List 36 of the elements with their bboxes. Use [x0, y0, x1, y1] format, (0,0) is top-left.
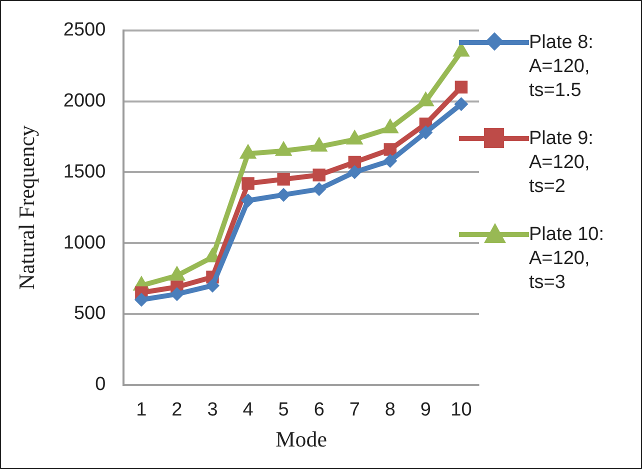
point [383, 154, 398, 168]
point [241, 194, 256, 208]
legend-label: Plate 10: A=120, ts=3 [529, 223, 605, 295]
y-tick-label: 1500 [63, 161, 106, 182]
point [134, 292, 148, 307]
point [384, 143, 397, 156]
y-axis-title: Natural Frequency [14, 125, 39, 290]
x-tick-label: 9 [420, 399, 431, 420]
legend-label: Plate 8: A=120, ts=1.5 [529, 31, 594, 103]
point [170, 287, 184, 302]
point [277, 172, 290, 186]
point [454, 80, 468, 94]
point [276, 188, 291, 202]
point [418, 125, 433, 140]
y-tick-label: 0 [95, 374, 106, 396]
x-tick-label: 3 [207, 399, 218, 420]
point [348, 165, 362, 180]
x-tick-label: 2 [172, 399, 182, 420]
x-tick-label: 8 [384, 399, 396, 420]
x-tick-label: 1 [136, 399, 147, 420]
legend-label: Plate 9: A=120, ts=2 [529, 127, 594, 199]
point [312, 182, 326, 196]
point [206, 278, 220, 293]
x-tick-label: 4 [242, 399, 254, 420]
x-tick-label: 5 [278, 399, 289, 420]
y-tick-label: 1000 [63, 232, 106, 254]
y-tick-label: 2500 [63, 20, 106, 41]
x-axis-title: Mode [276, 426, 327, 452]
y-tick-label: 2000 [63, 90, 106, 112]
point [454, 97, 468, 112]
x-tick-label: 6 [314, 399, 324, 420]
x-tick-label: 7 [349, 399, 360, 420]
y-tick-label: 500 [74, 303, 106, 324]
point [242, 177, 254, 190]
point [312, 168, 326, 182]
x-tick-label: 10 [450, 399, 472, 420]
